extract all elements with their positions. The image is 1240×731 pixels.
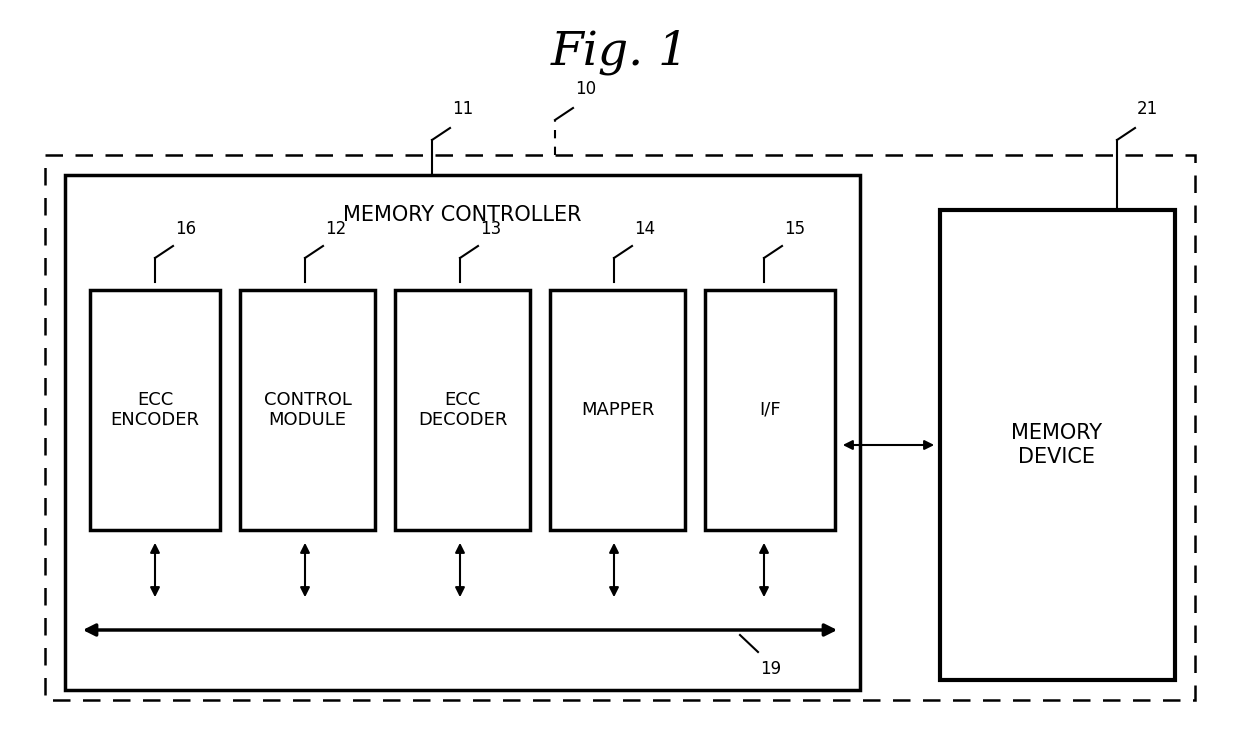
Bar [706,290,835,530]
Bar [551,290,684,530]
Text: MAPPER: MAPPER [580,401,655,419]
Text: 10: 10 [575,80,596,98]
Text: 14: 14 [634,220,655,238]
Text: 11: 11 [453,100,474,118]
Bar [241,290,374,530]
Text: MEMORY CONTROLLER: MEMORY CONTROLLER [342,205,582,225]
Text: CONTROL
MODULE: CONTROL MODULE [264,390,351,429]
Text: ECC
DECODER: ECC DECODER [418,390,507,429]
Bar [940,210,1176,680]
Text: MEMORY
DEVICE: MEMORY DEVICE [1012,423,1102,466]
Text: 21: 21 [1137,100,1158,118]
Bar [45,155,1195,700]
Bar [64,175,861,690]
Text: 13: 13 [480,220,501,238]
Text: 12: 12 [325,220,346,238]
Bar [396,290,529,530]
Text: 16: 16 [175,220,196,238]
Text: I/F: I/F [759,401,781,419]
Bar [91,290,219,530]
Text: ECC
ENCODER: ECC ENCODER [110,390,200,429]
Text: 19: 19 [760,660,781,678]
Text: 15: 15 [784,220,805,238]
Text: Fig. 1: Fig. 1 [551,29,689,75]
